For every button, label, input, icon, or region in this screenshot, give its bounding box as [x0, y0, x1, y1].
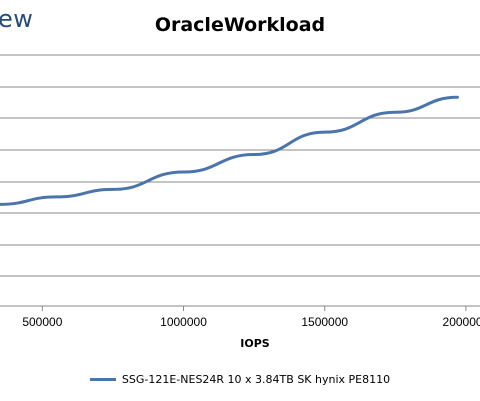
series-lines	[0, 95, 459, 206]
chart-title: OracleWorkload	[154, 14, 326, 36]
x-tick-label-0: 500000	[22, 315, 62, 329]
x-tick-labels: 500000 1000000 1500000 2000000	[22, 306, 480, 329]
x-tick-label-3: 2000000	[443, 315, 480, 329]
x-tick-label-1: 1000000	[160, 315, 207, 329]
legend-label: SSG-121E-NES24R 10 x 3.84TB SK hynix PE8…	[121, 373, 391, 386]
x-tick-label-2: 1500000	[301, 315, 348, 329]
logo-text: ew	[0, 5, 34, 33]
x-axis-label: IOPS	[240, 337, 270, 350]
gridlines	[0, 54, 480, 277]
legend-swatch	[89, 378, 116, 381]
legend: SSG-121E-NES24R 10 x 3.84TB SK hynix PE8…	[0, 373, 480, 386]
series-line-0	[0, 95, 459, 206]
